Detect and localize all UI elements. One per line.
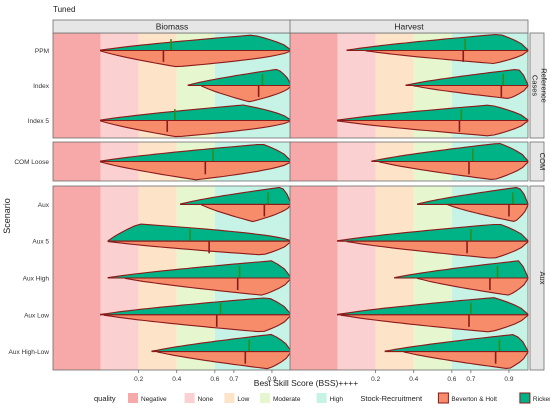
legend-sr-item: Beverton & Holt xyxy=(451,396,497,403)
violin-bh-harvest-aux-low xyxy=(340,314,529,333)
legend-quality-item: High xyxy=(330,396,344,403)
legend-swatch-negative xyxy=(128,393,138,403)
legend-sr-swatch xyxy=(519,392,531,404)
legend-swatch-low xyxy=(224,393,235,403)
y-tick-label: Aux Low xyxy=(24,312,49,319)
row-strip-label: COM xyxy=(538,153,547,171)
violin-bh-harvest-ppm xyxy=(365,49,529,65)
row-strip-label-word: Reference xyxy=(540,68,549,103)
facet-panels xyxy=(52,32,529,371)
row-strip xyxy=(529,32,545,139)
quality-band-negative xyxy=(290,142,338,181)
y-tick-label: Aux High-Low xyxy=(9,349,50,356)
quality-band-none xyxy=(337,142,376,181)
quality-band-negative xyxy=(53,142,101,181)
x-tick-label: 0.6 xyxy=(210,376,219,383)
x-tick-label: 0.9 xyxy=(504,376,513,383)
legend-quality-title: quality xyxy=(94,394,116,403)
legend-swatch-moderate xyxy=(260,393,270,403)
legend-swatch-none xyxy=(184,393,195,403)
chart-title: Tuned xyxy=(53,5,75,14)
y-axis-labels: PPM Index Index 5 COM Loose Aux Aux 5 Aux High… xyxy=(9,48,50,356)
quality-band-negative xyxy=(53,33,101,138)
violin-bh-harvest-aux-5 xyxy=(346,240,529,259)
legend-sr-swatch xyxy=(437,392,449,404)
x-tick-label: 0.4 xyxy=(409,376,418,383)
y-tick-label: Index xyxy=(33,83,50,90)
quality-band-negative xyxy=(53,186,101,370)
x-tick-label: 0.9 xyxy=(267,376,276,383)
y-tick-label: Aux 5 xyxy=(32,239,49,246)
violin-bh-harvest-aux xyxy=(447,203,529,222)
quality-band-negative xyxy=(290,33,338,138)
violin-bh-harvest-index xyxy=(413,84,529,99)
x-axis-title: Best Skill Score (BSS)++++ xyxy=(254,378,358,388)
legend-quality-item: Negative xyxy=(141,396,167,403)
legend: quality Negative None Low Moderate High Stock-… xyxy=(94,392,550,404)
y-tick-label: Aux xyxy=(38,202,50,209)
x-tick-label: 0.7 xyxy=(466,376,475,383)
x-tick-label: 0.2 xyxy=(134,376,143,383)
y-tick-label: Index 5 xyxy=(28,118,50,125)
row-strip xyxy=(529,185,545,371)
x-axis: 0.2 0.4 0.6 0.7 0.9 0.2 0.4 0.6 0.7 0.9 xyxy=(134,370,514,383)
legend-quality-item: Moderate xyxy=(273,396,301,403)
legend-quality-item: None xyxy=(198,396,214,403)
y-axis-title: Scenario xyxy=(2,198,12,234)
legend-sr-item: Ricker xyxy=(533,396,550,403)
y-tick-label: PPM xyxy=(35,48,49,55)
row-strip-label: Aux xyxy=(538,272,547,285)
row-strip-label-word: Cases xyxy=(531,75,540,97)
y-tick-label: Aux High xyxy=(23,276,50,283)
facet-strip-label: Biomass xyxy=(156,22,189,32)
quality-band-none xyxy=(337,186,376,370)
facet-strip-label: Harvest xyxy=(394,22,424,32)
x-tick-label: 0.4 xyxy=(172,376,181,383)
x-tick-label: 0.6 xyxy=(447,376,456,383)
violin-bh-harvest-aux-high xyxy=(417,277,529,296)
x-tick-label: 0.2 xyxy=(371,376,380,383)
facet-strip xyxy=(289,19,529,34)
row-strip xyxy=(529,141,545,182)
legend-sr-title: Stock-Recruitment xyxy=(360,394,423,403)
violin-bh-harvest-com-loose xyxy=(378,160,529,180)
legend-quality-item: Low xyxy=(237,396,249,403)
quality-band-negative xyxy=(290,186,338,370)
y-tick-label: COM Loose xyxy=(14,159,49,166)
x-tick-label: 0.7 xyxy=(229,376,238,383)
violin-bh-harvest-index-5 xyxy=(337,119,529,137)
legend-swatch-high xyxy=(316,393,327,403)
violin-bh-harvest-aux-high-low xyxy=(403,351,529,369)
